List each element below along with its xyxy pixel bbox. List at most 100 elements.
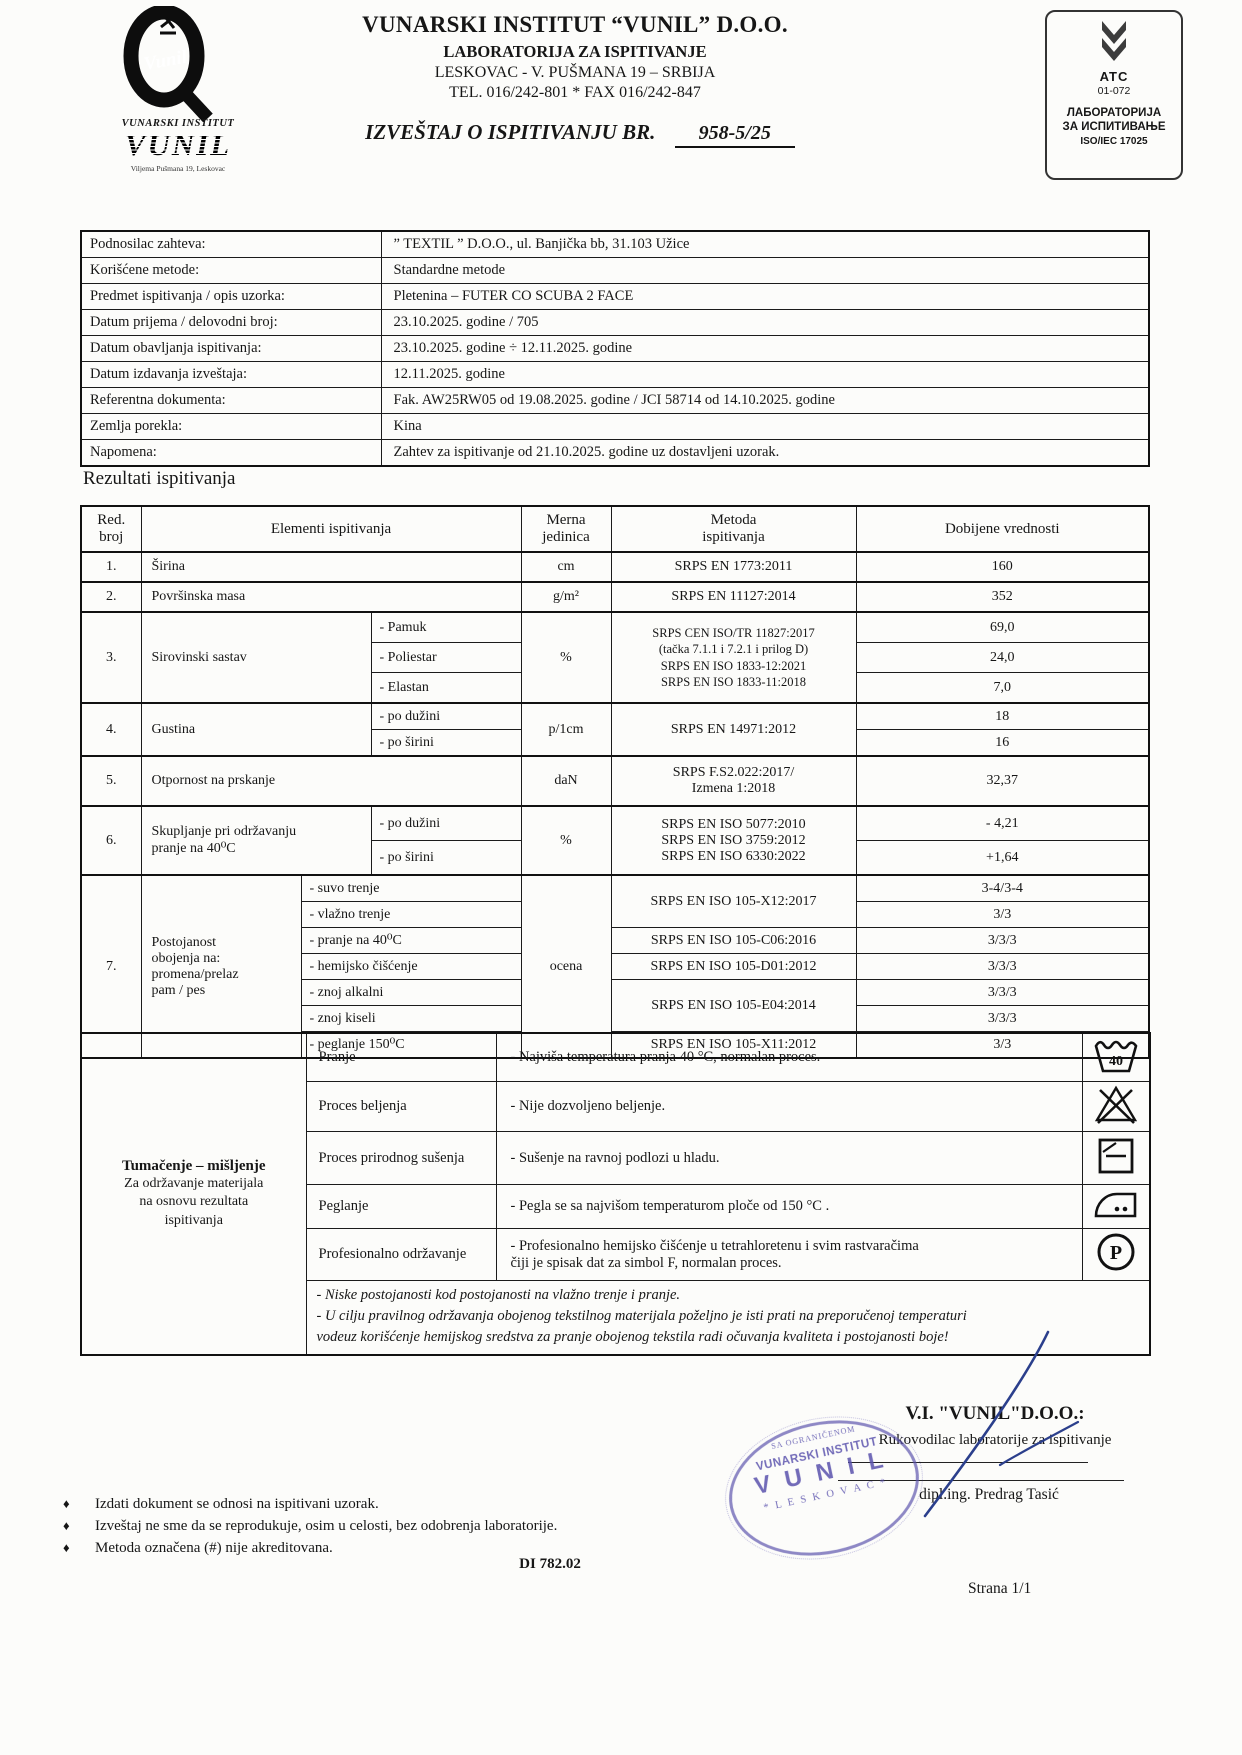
interpretation-notes: - Niske postojanosti kod postojanosti na… xyxy=(305,1280,1151,1356)
info-label: Datum obavljanja ispitivanja: xyxy=(80,335,382,362)
note-line: vodeuz korišćenje hemijskog sredstva za … xyxy=(316,1329,949,1346)
result-value: 18 xyxy=(855,702,1150,730)
unit: g/m² xyxy=(520,581,612,613)
table-row: Datum obavljanja ispitivanja: 23.10.2025.… xyxy=(80,335,1150,362)
info-value: 23.10.2025. godine ÷ 12.11.2025. godine xyxy=(380,335,1150,362)
result-value: - 4,21 xyxy=(855,805,1150,841)
unit: % xyxy=(520,805,612,876)
element-sub: - hemijsko čišćenje xyxy=(300,953,522,980)
page-number: Strana 1/1 xyxy=(968,1580,1032,1597)
diamond-bullet-icon: ♦ xyxy=(63,1518,70,1533)
method: SRPS EN 1773:2011 xyxy=(610,551,857,583)
signatory-name: dipl.ing. Predrag Tasić xyxy=(919,1486,1059,1503)
info-value: Kina xyxy=(380,413,1150,440)
element-name: Širina xyxy=(140,551,522,583)
info-label: Podnosilac zahteva: xyxy=(80,230,382,258)
row-no: 5. xyxy=(80,755,142,807)
result-value: 3-4/3-4 xyxy=(855,874,1150,902)
accreditation-code: 01-072 xyxy=(1097,85,1131,97)
col-header-unit: Merna jedinica xyxy=(520,505,612,553)
accreditation-standard: ISO/IEC 17025 xyxy=(1080,135,1148,147)
table-row: Proces prirodnog sušenja - Sušenje na ra… xyxy=(81,1131,1151,1185)
table-row: - znoj kiseli 3/3/3 xyxy=(81,1005,1150,1032)
element-name: Gustina xyxy=(140,702,372,757)
request-info-table: Podnosilac zahteva:” TEXTIL ” D.O.O., ul… xyxy=(80,230,1150,467)
element-name: Sirovinski sastav xyxy=(140,611,372,704)
col-header-method: Metoda ispitivanja xyxy=(610,505,857,553)
element-sub: - znoj alkalni xyxy=(300,979,522,1006)
process-label: Proces beljenja xyxy=(305,1081,497,1132)
table-row: 5. Otpornost na prskanje daN SRPS F.S2.0… xyxy=(80,755,1150,807)
method: SRPS F.S2.022:2017/ Izmena 1:2018 xyxy=(610,755,857,807)
institute-title: VUNARSKI INSTITUT “VUNIL” D.O.O. xyxy=(362,12,788,37)
no-bleach-icon xyxy=(1094,1085,1137,1124)
table-row: 3. Sirovinski sastav - Pamuk % SRPS CEN … xyxy=(80,611,1150,704)
footer-note-text: Izveštaj ne sme da se reprodukuje, osim … xyxy=(95,1518,558,1534)
method: SRPS EN ISO 105-C06:2016 xyxy=(610,927,857,954)
professional-dry-clean-p-icon: P xyxy=(1097,1233,1135,1271)
footer-notes: ♦ Izdati dokument se odnosi na ispitivan… xyxy=(63,1496,703,1562)
element-sub: - pranje na 40⁰C xyxy=(300,927,522,954)
table-row: - znoj alkalni SRPS EN ISO 105-E04:2014 … xyxy=(81,979,1150,1032)
table-row: Datum prijema / delovodni broj: 23.10.202… xyxy=(80,309,1150,336)
info-value: Pletenina – FUTER CO SCUBA 2 FACE xyxy=(380,283,1150,310)
list-item: ♦ Metoda označena (#) nije akreditovana. xyxy=(63,1540,703,1557)
table-row: - Poliestar 24,0 xyxy=(81,642,1150,673)
info-label: Korišćene metode: xyxy=(80,257,382,284)
q-logo-text: Vunil xyxy=(142,47,189,75)
table-row: Peglanje - Pegla se sa najvišom temperat… xyxy=(81,1184,1151,1229)
process-description: - Nije dozvoljeno beljenje. xyxy=(495,1081,1083,1132)
row-no: 2. xyxy=(80,581,142,613)
col-header-elements: Elementi ispitivanja xyxy=(140,505,522,553)
table-row: Datum izdavanja izveštaja: 12.11.2025. go… xyxy=(80,361,1150,388)
table-row: Korišćene metode: Standardne metode xyxy=(80,257,1150,284)
interpretation-heading-cell: Tumačenje – mišljenje Za održavanje mate… xyxy=(80,1032,307,1356)
diamond-bullet-icon: ♦ xyxy=(63,1540,70,1555)
process-description: - Profesionalno hemijsko čišćenje u tetr… xyxy=(495,1228,1083,1281)
result-value: 16 xyxy=(855,729,1150,757)
row-no: 6. xyxy=(80,805,142,876)
process-description: - Pegla se sa najvišom temperaturom ploč… xyxy=(495,1184,1083,1229)
signature-company: V.I. "VUNIL"D.O.O.: xyxy=(905,1403,1085,1424)
method: SRPS EN 14971:2012 xyxy=(610,702,857,757)
wash-40-icon: 40 xyxy=(1094,1040,1138,1073)
result-value: +1,64 xyxy=(855,840,1150,876)
table-row: 2. Površinska masa g/m² SRPS EN 11127:20… xyxy=(80,581,1150,613)
table-row: - Niske postojanosti kod postojanosti na… xyxy=(81,1280,1151,1356)
table-row: Proces beljenja - Nije dozvoljeno beljen… xyxy=(81,1081,1151,1132)
ats-accreditation-logo xyxy=(1102,21,1126,61)
footer-note-text: Izdati dokument se odnosi na ispitivani … xyxy=(95,1496,379,1512)
signature-line xyxy=(838,1480,1124,1481)
results-header-row: Red. broj Elementi ispitivanja Merna jed… xyxy=(80,505,1150,553)
unit: daN xyxy=(520,755,612,807)
logo-address: Viljema Pušmana 19, Leskovac xyxy=(130,163,226,173)
accreditation-org: ATC xyxy=(1099,69,1129,84)
table-row: 7. Postojanost obojenja na: promena/prel… xyxy=(80,874,1150,1059)
element-sub: - Pamuk xyxy=(370,611,522,643)
report-title-line: IZVEŠTAJ O ISPITIVANJU BR. 958-5/25 xyxy=(290,120,870,148)
interpretation-heading: Tumačenje – mišljenje xyxy=(121,1158,266,1175)
result-value: 160 xyxy=(855,551,1150,583)
method: SRPS EN ISO 105-E04:2014 xyxy=(610,979,857,1032)
table-row: Zemlja porekla: Kina xyxy=(80,413,1150,440)
dry-flat-in-shade-icon xyxy=(1098,1138,1134,1173)
element-name: Površinska masa xyxy=(140,581,522,613)
unit: p/1cm xyxy=(520,702,612,757)
result-value: 3/3 xyxy=(855,901,1150,928)
row-no: 4. xyxy=(80,702,142,757)
institute-address: LESKOVAC - V. PUŠMANA 19 – SRBIJA xyxy=(434,64,716,81)
table-row: Tumačenje – mišljenje Za održavanje mate… xyxy=(80,1032,1151,1356)
element-sub: - vlažno trenje xyxy=(300,901,522,928)
signature-line xyxy=(848,1462,1088,1463)
logo-institute-label: VUNARSKI INSTITUT xyxy=(121,118,235,129)
unit: ocena xyxy=(520,874,612,1059)
table-row: Napomena: Zahtev za ispitivanje od 21.10.… xyxy=(80,439,1150,467)
iron-two-dots-icon xyxy=(1094,1192,1137,1218)
element-sub: - po dužini xyxy=(370,805,522,841)
result-value: 3/3/3 xyxy=(855,927,1150,954)
element-name: Otpornost na prskanje xyxy=(140,755,522,807)
result-value: 32,37 xyxy=(855,755,1150,807)
accreditation-lab-lines: ЛАБОРАТОРИЈА ЗА ИСПИТИВАЊЕ xyxy=(1062,107,1166,134)
microscope-icon xyxy=(160,17,176,35)
report-title-label: IZVEŠTAJ O ISPITIVANJU BR. xyxy=(365,120,656,144)
